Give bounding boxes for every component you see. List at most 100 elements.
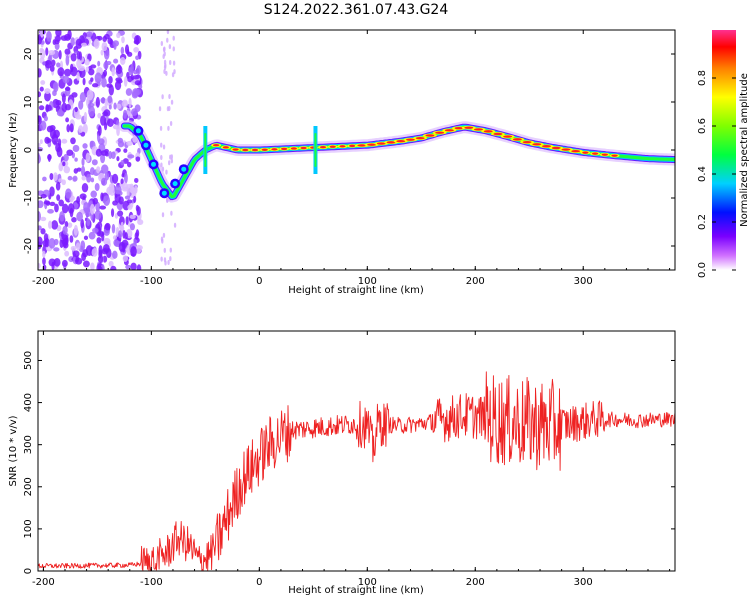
spectrogram-hotspot-core <box>582 151 589 154</box>
spectrogram-speckle <box>110 151 116 159</box>
spectrogram-speckle <box>75 38 83 50</box>
spectrogram-speckle <box>45 47 49 56</box>
spectrogram-speckle <box>122 255 129 262</box>
spectrogram-speckle <box>49 201 56 207</box>
colorbar: 0.0 0.2 0.4 0.6 0.8 Normalized spectral ampl… <box>697 30 750 278</box>
spectrogram-speckle <box>85 245 93 256</box>
spectrogram-speckle <box>66 124 71 133</box>
spectrogram-hotspot-core <box>415 136 425 140</box>
spectrogram-speckle <box>172 35 175 41</box>
spectrogram-speckle <box>167 260 170 266</box>
y-tick-label: -10 <box>23 190 34 206</box>
spectrogram-speckle <box>60 35 68 41</box>
y-tick-label: 0 <box>23 568 34 574</box>
spectrogram-speckle <box>44 60 52 69</box>
spectrogram-speckle <box>81 157 85 167</box>
spectrogram-hotspot-core <box>454 126 464 130</box>
spectrogram-speckle <box>83 202 90 213</box>
spectrogram-hotspot-core <box>357 144 367 147</box>
spectrogram-speckle <box>54 42 60 51</box>
spectrogram-speckle <box>48 49 56 56</box>
spectrogram-speckle <box>73 168 79 174</box>
spectrogram-hotspot-core <box>542 145 552 148</box>
spectrogram-hotspot-core <box>396 139 406 143</box>
spectrogram-speckle <box>62 241 69 249</box>
spectrogram-speckle <box>58 50 62 60</box>
spectrogram-speckle <box>161 212 165 218</box>
spectrogram-speckle <box>107 95 113 104</box>
spectrogram-speckle <box>122 243 126 253</box>
spectrogram-speckle <box>124 172 128 184</box>
x-tick-label: 100 <box>358 577 377 588</box>
spectrogram-speckle <box>101 77 107 88</box>
spectrogram-speckle <box>74 106 78 113</box>
spectrogram-speckle <box>49 172 54 181</box>
spectrogram-speckle <box>120 221 124 231</box>
y-tick-label: 0 <box>23 147 34 153</box>
spectrogram-speckle <box>86 89 94 101</box>
spectrogram-speckle <box>62 225 68 235</box>
spectrogram-speckle <box>133 39 140 45</box>
spectrogram-speckle <box>62 75 70 84</box>
spectrogram-speckle <box>88 102 95 108</box>
spectrogram-speckle <box>117 141 125 148</box>
spectrogram-speckle <box>113 102 117 110</box>
spectrogram-speckle <box>38 36 42 45</box>
spectrogram-speckle <box>136 264 142 270</box>
spectrogram-speckle <box>106 118 114 127</box>
spectrogram-speckle <box>92 227 99 234</box>
snr-y-label: SNR (10 * v/v) <box>8 415 19 486</box>
spectrogram-speckle <box>116 79 123 84</box>
spectrogram-speckle <box>95 201 101 212</box>
colorbar-tick-label: 0.6 <box>697 118 708 134</box>
spectrogram-speckle <box>39 86 44 92</box>
colorbar-label: Normalized spectral amplitude <box>739 73 750 227</box>
spectrogram-speckle <box>113 58 119 64</box>
x-tick-label: -100 <box>140 276 163 287</box>
spectrogram-speckle <box>100 115 107 126</box>
spectrogram-speckle <box>65 54 70 66</box>
spectrogram-speckle <box>159 125 163 131</box>
x-tick-label: 100 <box>358 276 377 287</box>
spectrogram-speckle <box>54 203 59 213</box>
spectrogram-speckle <box>38 115 42 125</box>
spectrogram-hotspot-core <box>561 148 571 151</box>
spectrogram-speckle <box>100 177 108 186</box>
spectrogram-hotspot-core <box>386 141 396 144</box>
spectrogram-speckle <box>133 88 142 96</box>
spectrogram-speckle <box>42 61 46 66</box>
x-tick-label: 300 <box>574 577 593 588</box>
spectrogram-speckle <box>100 153 106 164</box>
snr-x-label: Height of straight line (km) <box>288 585 424 596</box>
spectrogram-speckle <box>160 154 163 160</box>
spectrogram-speckle <box>76 71 80 81</box>
spectrogram-speckle <box>98 138 105 145</box>
spectrogram-hotspot-core <box>271 148 278 151</box>
spectrogram-hotspot-core <box>319 145 327 149</box>
spectrogram-speckle <box>38 105 45 111</box>
spectrogram-speckle <box>103 61 109 70</box>
spectrogram-y-ticks: -20 -10 0 10 20 <box>23 48 675 254</box>
spectrogram-speckle <box>100 97 106 104</box>
spectrogram-hotspot-core <box>251 148 259 152</box>
spectrogram-speckle <box>169 247 172 253</box>
spectrogram-speckle <box>163 59 167 65</box>
spectrogram-speckle <box>95 148 102 157</box>
spectrogram-speckle <box>134 177 139 183</box>
snr-marks <box>38 371 675 571</box>
spectrogram-speckle <box>58 178 63 183</box>
spectrogram-speckle <box>78 125 84 134</box>
spectrogram-speckle <box>120 46 125 55</box>
spectrogram-speckle <box>56 110 65 117</box>
spectrogram-speckle <box>48 238 56 249</box>
x-tick-label: 300 <box>574 276 593 287</box>
spectrogram-hotspot-core <box>290 147 297 150</box>
spectrogram-speckle <box>135 229 140 238</box>
spectrogram-marks <box>38 30 675 270</box>
spectrogram-speckle <box>40 228 46 235</box>
spectrogram-speckle <box>78 100 84 110</box>
spectrogram-speckle <box>44 237 50 248</box>
spectrogram-speckle <box>55 142 61 153</box>
spectrogram-hotspot-core <box>222 146 229 149</box>
spectrogram-speckle <box>126 71 130 79</box>
